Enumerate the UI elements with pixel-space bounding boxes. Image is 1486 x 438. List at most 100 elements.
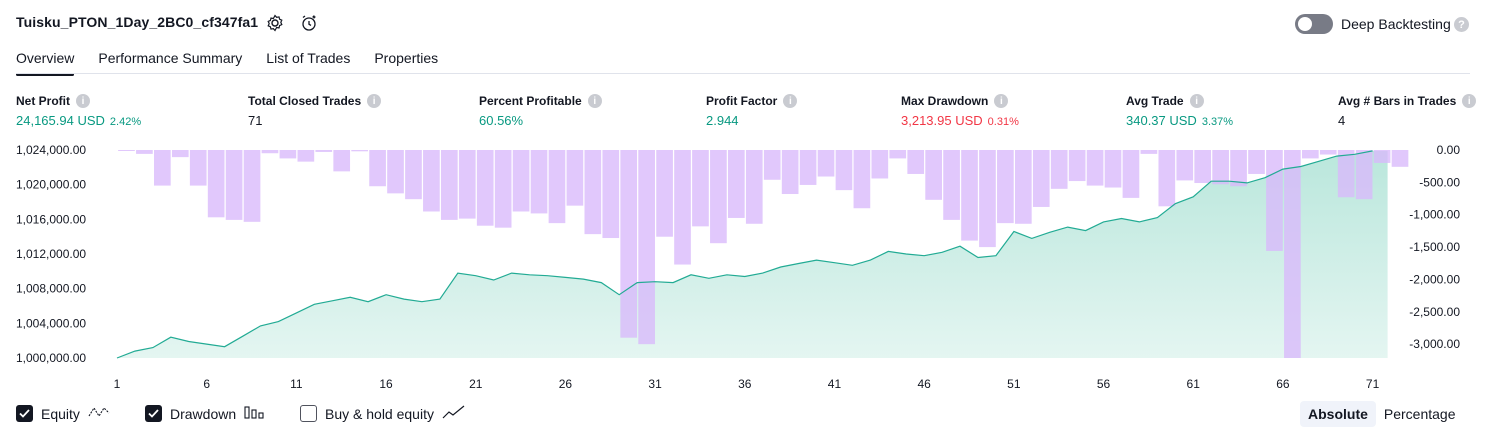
- drawdown-bar: [189, 150, 207, 186]
- drawdown-bar: [1014, 150, 1032, 224]
- tab-list-of-trades[interactable]: List of Trades: [266, 50, 351, 66]
- x-axis-tick: 66: [1276, 377, 1290, 391]
- drawdown-checkbox[interactable]: [145, 405, 162, 422]
- drawdown-bar: [225, 150, 243, 220]
- drawdown-bar: [207, 150, 225, 218]
- left-axis-tick: 1,012,000.00: [16, 247, 86, 261]
- metric-value: 24,165.94 USD: [16, 113, 105, 128]
- metric-net-profit: Net Profit i 24,165.94 USD 2.42%: [16, 94, 141, 128]
- metric-label: Profit Factor: [706, 94, 778, 108]
- info-icon[interactable]: i: [783, 94, 798, 108]
- legend-drawdown[interactable]: Drawdown: [145, 404, 266, 423]
- legend-buy-hold[interactable]: Buy & hold equity: [300, 404, 466, 423]
- drawdown-bar: [1158, 150, 1176, 207]
- drawdown-bar: [423, 150, 440, 212]
- drawdown-bar: [351, 150, 368, 152]
- drawdown-bar: [476, 150, 494, 226]
- drawdown-bar: [1337, 150, 1355, 198]
- metric-value: 340.37 USD: [1126, 113, 1197, 128]
- drawdown-bar: [1104, 150, 1122, 188]
- drawdown-bar: [979, 150, 996, 248]
- metric-profit-factor: Profit Factor i 2.944: [706, 94, 798, 128]
- x-axis-tick: 46: [917, 377, 931, 391]
- percentage-button[interactable]: Percentage: [1383, 406, 1456, 422]
- drawdown-bar: [692, 150, 709, 227]
- tabs-divider: [16, 73, 1470, 74]
- drawdown-bar: [548, 150, 566, 224]
- drawdown-bar: [369, 150, 386, 187]
- drawdown-bar: [961, 150, 978, 241]
- left-axis-tick: 1,020,000.00: [16, 178, 86, 192]
- info-icon[interactable]: i: [1189, 94, 1204, 108]
- drawdown-bar: [1248, 150, 1265, 174]
- drawdown-bars-icon: [244, 404, 266, 423]
- metric-max-drawdown: Max Drawdown i 3,213.95 USD 0.31%: [901, 94, 1019, 128]
- drawdown-bar: [1373, 150, 1391, 163]
- drawdown-bar: [602, 150, 620, 239]
- x-axis-tick: 6: [203, 377, 210, 391]
- metric-value: 3,213.95 USD: [901, 113, 983, 128]
- metric-avg-trade: Avg Trade i 340.37 USD 3.37%: [1126, 94, 1233, 128]
- x-axis-tick: 61: [1187, 377, 1201, 391]
- legend-equity[interactable]: Equity: [16, 404, 112, 423]
- absolute-button[interactable]: Absolute: [1300, 401, 1376, 427]
- drawdown-bar: [1391, 150, 1409, 167]
- strategy-title: Tuisku_PTON_1Day_2BC0_cf347fa1: [16, 14, 259, 30]
- tab-properties[interactable]: Properties: [374, 50, 439, 66]
- drawdown-bar: [530, 150, 548, 214]
- drawdown-bar: [1194, 150, 1212, 184]
- drawdown-bar: [118, 150, 135, 151]
- info-icon[interactable]: i: [367, 94, 382, 108]
- drawdown-bar: [889, 150, 907, 159]
- right-axis-tick: -1,000.00: [1409, 208, 1460, 222]
- x-axis-tick: 21: [469, 377, 483, 391]
- equity-wave-icon: [88, 404, 112, 423]
- info-icon[interactable]: i: [1462, 94, 1477, 108]
- drawdown-bar: [1122, 150, 1140, 198]
- drawdown-bar: [1284, 150, 1301, 358]
- x-axis-tick: 41: [828, 377, 842, 391]
- settings-icon[interactable]: [265, 13, 285, 33]
- drawdown-bar: [1230, 150, 1247, 187]
- alert-clock-icon[interactable]: [299, 13, 319, 33]
- drawdown-bar: [458, 150, 476, 219]
- x-axis-tick: 56: [1097, 377, 1111, 391]
- right-axis-tick: -3,000.00: [1409, 337, 1460, 351]
- drawdown-bar: [1032, 150, 1050, 207]
- drawdown-bar: [1301, 150, 1319, 159]
- metric-percent: 0.31%: [987, 116, 1019, 128]
- right-axis-tick: -2,000.00: [1409, 272, 1460, 286]
- tab-performance-summary[interactable]: Performance Summary: [98, 50, 243, 66]
- drawdown-bar: [656, 150, 673, 237]
- left-axis-tick: 1,008,000.00: [16, 282, 86, 296]
- info-icon[interactable]: i: [587, 94, 602, 108]
- help-icon[interactable]: ?: [1454, 17, 1469, 32]
- drawdown-bar: [405, 150, 422, 200]
- deep-backtesting-toggle[interactable]: [1295, 14, 1333, 34]
- metric-label: Max Drawdown: [901, 94, 989, 108]
- right-axis-tick: 0.00: [1437, 143, 1461, 157]
- metric-label: Total Closed Trades: [248, 94, 362, 108]
- deep-backtesting-label: Deep Backtesting: [1341, 16, 1451, 32]
- drawdown-bar: [763, 150, 781, 180]
- legend-label: Buy & hold equity: [325, 405, 434, 422]
- equity-checkbox[interactable]: [16, 405, 33, 422]
- metric-label: Avg # Bars in Trades: [1338, 94, 1457, 108]
- equity-drawdown-chart[interactable]: 1,024,000.00 1,020,000.00 1,016,000.00 1,01…: [0, 138, 1486, 398]
- drawdown-bar: [1319, 150, 1337, 155]
- drawdown-bar: [1086, 150, 1104, 186]
- drawdown-bar: [997, 150, 1014, 224]
- info-icon[interactable]: i: [994, 94, 1009, 108]
- metric-value: 71: [248, 113, 263, 128]
- equity-line: [116, 150, 1373, 359]
- tab-overview[interactable]: Overview: [16, 48, 75, 76]
- legend-label: Drawdown: [170, 405, 237, 422]
- right-axis-tick: -2,500.00: [1409, 305, 1460, 319]
- view-mode-switch: Absolute Percentage: [1300, 400, 1464, 428]
- drawdown-bar: [925, 150, 942, 200]
- drawdown-bar: [333, 150, 351, 172]
- buy-hold-checkbox[interactable]: [300, 405, 317, 422]
- drawdown-bar: [171, 150, 189, 158]
- drawdown-bar: [1355, 150, 1373, 200]
- info-icon[interactable]: i: [76, 94, 90, 108]
